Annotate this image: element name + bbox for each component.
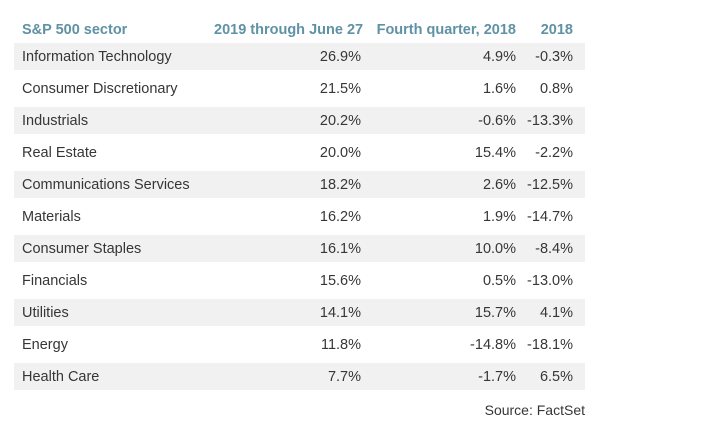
sector-cell: Information Technology [14, 43, 214, 70]
column-header-sector: S&P 500 sector [22, 22, 128, 38]
value-2019-cell: 20.0% [319, 144, 361, 161]
sector-cell: Health Care [14, 363, 214, 390]
value-2019-cell: 18.2% [214, 171, 361, 198]
table-row: Real Estate 20.0% 15.4% -2.2% [14, 139, 585, 166]
column-header-2019-through-june-27: 2019 through June 27 [214, 22, 364, 38]
value-q4-2018-cell: 15.4% [474, 144, 516, 161]
value-2018-cell: -12.5% [516, 171, 585, 198]
value-q4-2018-cell: -14.8% [470, 336, 516, 353]
value-q4-2018-cell: -0.6% [361, 107, 516, 134]
sector-cell: Real Estate [22, 144, 97, 161]
value-2019-cell: 21.5% [319, 80, 361, 97]
table-row: Industrials 20.2% -0.6% -13.3% [14, 107, 585, 134]
value-q4-2018-cell: -1.7% [361, 363, 516, 390]
value-q4-2018-cell: 2.6% [361, 171, 516, 198]
value-2018-cell: -2.2% [535, 144, 573, 161]
value-2019-cell: 16.2% [319, 208, 361, 225]
sector-cell: Energy [22, 336, 68, 353]
sector-cell: Utilities [14, 299, 214, 326]
value-2019-cell: 7.7% [214, 363, 361, 390]
value-2018-cell: 0.8% [539, 80, 573, 97]
table-row: Utilities 14.1% 15.7% 4.1% [14, 299, 585, 326]
sector-cell: Materials [22, 208, 81, 225]
value-q4-2018-cell: 15.7% [361, 299, 516, 326]
sector-cell: Communications Services [14, 171, 214, 198]
value-q4-2018-cell: 1.9% [482, 208, 516, 225]
value-2018-cell: -0.3% [516, 43, 585, 70]
value-2018-cell: 4.1% [516, 299, 585, 326]
value-q4-2018-cell: 4.9% [361, 43, 516, 70]
table-row: Energy 11.8% -14.8% -18.1% [14, 331, 585, 358]
sector-cell: Consumer Staples [14, 235, 214, 262]
value-2018-cell: -8.4% [516, 235, 585, 262]
value-2018-cell: -14.7% [527, 208, 573, 225]
sector-performance-table: S&P 500 sector 2019 through June 27 Four… [14, 10, 585, 395]
column-header-fourth-quarter-2018: Fourth quarter, 2018 [376, 22, 516, 38]
table-row: Financials 15.6% 0.5% -13.0% [14, 267, 585, 294]
sector-cell: Financials [22, 272, 88, 289]
value-q4-2018-cell: 0.5% [482, 272, 516, 289]
value-2019-cell: 16.1% [214, 235, 361, 262]
table-row: Consumer Staples 16.1% 10.0% -8.4% [14, 235, 585, 262]
value-2018-cell: 6.5% [516, 363, 585, 390]
value-2019-cell: 15.6% [319, 272, 361, 289]
sector-cell: Industrials [14, 107, 214, 134]
table-row: Communications Services 18.2% 2.6% -12.5… [14, 171, 585, 198]
value-2019-cell: 11.8% [320, 336, 361, 353]
value-q4-2018-cell: 1.6% [482, 80, 516, 97]
value-2018-cell: -13.0% [527, 272, 573, 289]
sector-cell: Consumer Discretionary [22, 80, 178, 97]
table-row: Health Care 7.7% -1.7% 6.5% [14, 363, 585, 390]
table-row: Consumer Discretionary 21.5% 1.6% 0.8% [14, 75, 585, 102]
sector-performance-table-container: S&P 500 sector 2019 through June 27 Four… [14, 10, 585, 418]
value-2019-cell: 14.1% [214, 299, 361, 326]
table-row: Materials 16.2% 1.9% -14.7% [14, 203, 585, 230]
table-header-row: S&P 500 sector 2019 through June 27 Four… [14, 15, 585, 38]
value-2019-cell: 26.9% [214, 43, 361, 70]
table-row: Information Technology 26.9% 4.9% -0.3% [14, 43, 585, 70]
value-2018-cell: -13.3% [516, 107, 585, 134]
source-attribution: Source: FactSet [484, 402, 585, 418]
value-2018-cell: -18.1% [527, 336, 573, 353]
value-q4-2018-cell: 10.0% [361, 235, 516, 262]
column-header-2018: 2018 [540, 22, 573, 38]
value-2019-cell: 20.2% [214, 107, 361, 134]
